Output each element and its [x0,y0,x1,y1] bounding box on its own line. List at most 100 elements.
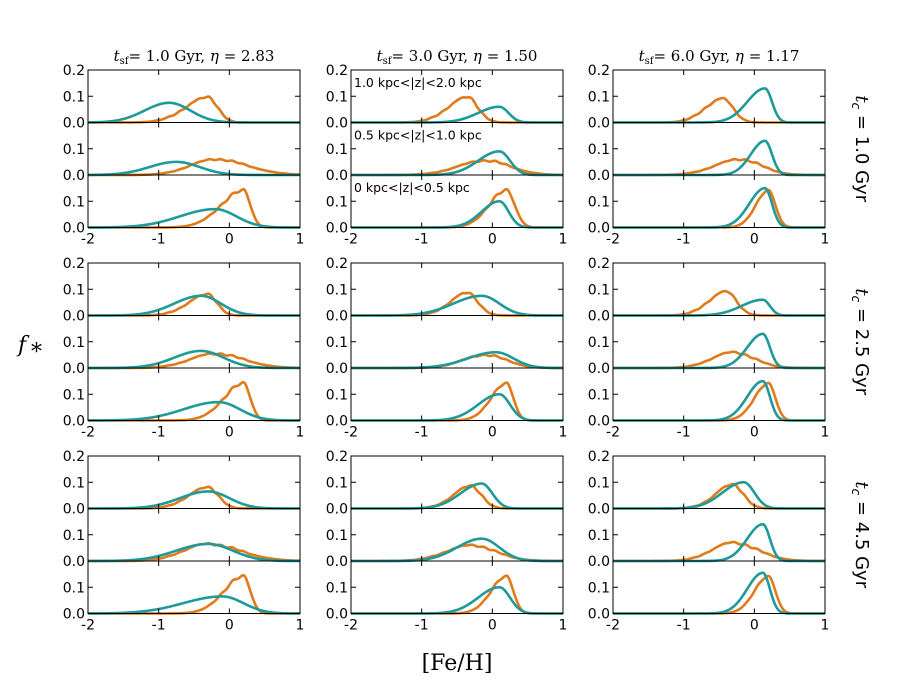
y-tick-label: 0.1 [588,142,610,158]
x-tick-label: -1 [152,232,166,248]
x-tick-label: -2 [606,618,620,634]
series-orange-line [612,188,826,229]
series-orange-line [87,485,301,510]
series-teal-line [612,139,826,177]
y-tick-label: 0.1 [326,580,348,596]
series-teal-line [612,186,826,229]
y-tick-label: 0.0 [588,502,610,518]
panel-g2-c1-s0: 0.0 0.1 0.2 [326,449,564,518]
series-orange-line [612,540,826,563]
x-tick-label: -1 [152,618,166,634]
series-teal-line [350,105,564,124]
panel-frame [350,508,564,562]
x-tick-label: 0 [750,618,759,634]
x-tick-label: 1 [821,618,830,634]
y-tick-label: 0.1 [63,89,85,105]
y-tick-label: 0.0 [63,414,85,430]
y-tick-label: 0.0 [588,554,610,570]
x-tick-label: 0 [488,425,497,441]
x-tick-label: 1 [296,425,305,441]
y-tick-label: 0.1 [63,142,85,158]
series-teal-line [350,585,564,615]
series-orange-line [612,157,826,177]
panel-g0-c0-s2: 0.0 0.1 -2 -1 0 1 [63,174,304,248]
x-tick-label: 0 [488,618,497,634]
y-tick-label: 0.1 [588,580,610,596]
y-tick-label: 0.0 [326,554,348,570]
series-teal-line [87,207,301,229]
series-teal-line [612,379,826,422]
y-tick-label: 0.0 [326,309,348,325]
y-tick-label: 0.1 [326,475,348,491]
x-tick-label: -1 [677,618,691,634]
panel-frame [612,455,826,509]
y-tick-label: 0.1 [326,335,348,351]
column-title: tsf= 6.0 Gyr, η = 1.17 [639,47,800,67]
panel-g1-c0-s2: 0.0 0.1 -2 -1 0 1 [63,367,305,441]
panel-g0-c2-s2: 0.0 0.1 -2 -1 0 1 [588,174,829,248]
y-tick-label: 0.0 [63,607,85,623]
panel-frame [350,455,564,509]
series-teal-line [350,537,564,563]
panel-frame [87,315,301,369]
y-tick-label: 0.2 [326,256,348,272]
y-tick-label: 0.0 [588,414,610,430]
x-tick-label: 0 [750,232,759,248]
panel-g0-c1-s2: 0.0 0.1 -2 -1 0 1 0 kpc<|z|<0.5 kpc [326,174,568,248]
z-range-label: 0 kpc<|z|<0.5 kpc [354,180,470,195]
y-tick-label: 0.0 [326,414,348,430]
x-tick-label: 1 [559,232,568,248]
x-tick-label: -1 [415,618,429,634]
row-group-label: tc = 4.5 Gyr [849,481,872,588]
series-orange-line [612,574,826,615]
x-tick-label: 0 [750,425,759,441]
x-tick-label: 1 [559,425,568,441]
y-tick-label: 0.2 [588,63,610,79]
panel-frame [87,174,301,228]
y-tick-label: 0.0 [326,221,348,237]
y-tick-label: 0.2 [326,63,348,79]
series-teal-line [350,199,564,229]
series-teal-line [87,101,301,124]
y-tick-label: 0.1 [588,475,610,491]
panel-g1-c0-s0: 0.0 0.1 0.2 [63,256,301,325]
panel-frame [350,560,564,614]
x-tick-label: 0 [225,425,234,441]
svg-text:f: f [16,333,30,358]
y-axis-title: f * [16,333,42,365]
y-tick-label: 0.1 [63,528,85,544]
y-tick-label: 0.2 [63,449,85,465]
series-orange-line [612,350,826,370]
y-tick-label: 0.0 [63,309,85,325]
y-tick-label: 0.1 [326,194,348,210]
series-teal-line [612,480,826,510]
y-tick-label: 0.1 [588,282,610,298]
panel-g2-c1-s2: 0.0 0.1 -2 -1 0 1 [326,560,567,634]
series-teal-line [350,482,564,510]
series-teal-line [87,160,301,177]
panel-g1-c1-s0: 0.0 0.1 0.2 [326,256,564,325]
x-axis-title: [Fe/H] [422,651,493,676]
y-tick-label: 0.0 [326,361,348,377]
x-tick-label: -2 [606,232,620,248]
x-tick-label: -2 [81,425,95,441]
series-orange-line [612,289,826,317]
series-orange-line [87,352,301,370]
svg-text:*: * [31,340,42,365]
panel-g2-c2-s1: 0.0 0.1 [588,508,826,570]
y-tick-label: 0.1 [63,580,85,596]
y-tick-label: 0.1 [63,335,85,351]
y-tick-label: 0.2 [326,449,348,465]
y-tick-label: 0.0 [588,168,610,184]
x-tick-label: -2 [81,618,95,634]
panel-frame [87,122,301,176]
y-tick-label: 0.1 [63,475,85,491]
x-tick-label: -1 [677,232,691,248]
panel-frame [612,560,826,614]
y-tick-label: 0.2 [63,256,85,272]
panel-frame [350,262,564,316]
panel-frame [612,367,826,421]
series-teal-line [612,298,826,317]
y-tick-label: 0.0 [63,116,85,132]
